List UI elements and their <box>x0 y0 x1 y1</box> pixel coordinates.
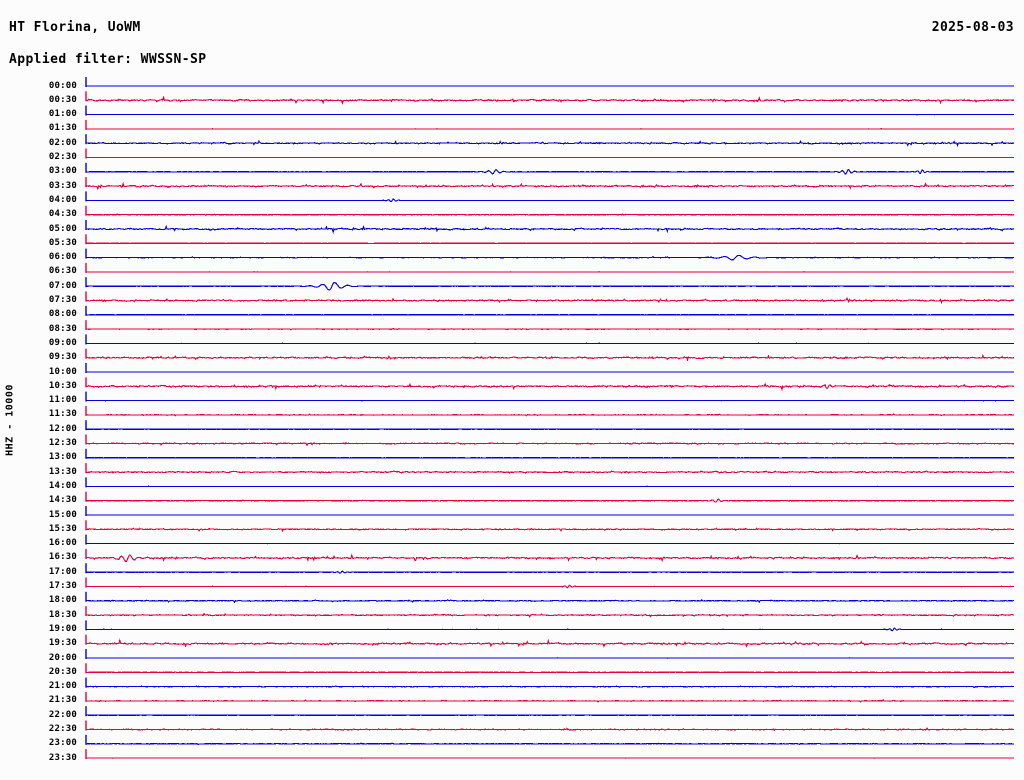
time-label: 14:00 <box>48 480 77 491</box>
trace-line <box>85 498 1015 503</box>
time-label: 06:30 <box>48 266 77 277</box>
seismic-traces <box>85 77 1015 760</box>
trace-line <box>85 95 1015 105</box>
time-label: 19:30 <box>48 638 77 649</box>
time-label: 16:00 <box>48 538 77 549</box>
time-label: 05:00 <box>48 223 77 234</box>
time-label: 00:30 <box>48 94 77 105</box>
time-label: 00:00 <box>48 80 77 91</box>
time-label: 02:00 <box>48 137 77 148</box>
trace-line <box>85 612 1015 619</box>
time-label: 22:00 <box>48 709 77 720</box>
time-label: 02:30 <box>48 152 77 162</box>
trace-line <box>85 685 1015 689</box>
trace-line <box>85 599 1015 604</box>
trace-line <box>85 382 1015 392</box>
time-label: 10:00 <box>48 366 77 377</box>
trace-line <box>85 671 1015 674</box>
trace-line <box>85 470 1015 474</box>
time-label: 12:30 <box>48 438 77 448</box>
time-label: 01:00 <box>48 109 77 120</box>
trace-line <box>85 627 1015 632</box>
time-label: 19:00 <box>48 623 77 634</box>
time-label: 20:30 <box>48 666 77 677</box>
trace-line <box>85 254 1015 261</box>
time-label: 18:30 <box>48 609 77 620</box>
time-label: 14:30 <box>48 495 77 506</box>
time-label: 09:00 <box>48 337 77 348</box>
time-label: 23:30 <box>48 752 77 763</box>
trace-line <box>86 570 1015 574</box>
time-label: 21:00 <box>48 681 77 692</box>
helicorder-plot: 00:00 00:30 01:00 01:30 02:00 02:30 03:00 03:30… <box>0 72 1024 772</box>
trace-line <box>85 224 1015 235</box>
time-label: 07:00 <box>48 280 77 291</box>
time-label: 16:30 <box>48 552 77 563</box>
station-title: HT Florina, UoWM <box>9 20 141 35</box>
trace-line <box>85 527 1015 533</box>
time-label: 11:30 <box>48 409 77 420</box>
trace-line <box>85 742 1015 746</box>
trace-line <box>85 296 1015 305</box>
trace-line <box>86 281 1015 291</box>
time-label: 13:30 <box>48 466 77 477</box>
time-label: 12:00 <box>48 423 77 434</box>
time-label: 15:30 <box>48 523 77 534</box>
time-label: 03:30 <box>48 180 77 191</box>
applied-filter-label: Applied filter: WWSSN-SP <box>9 52 207 67</box>
trace-line <box>85 213 1015 216</box>
time-label: 13:00 <box>48 452 77 463</box>
time-label: 22:30 <box>48 724 77 734</box>
trace-line <box>85 327 1015 331</box>
trace-line <box>85 354 1015 362</box>
time-label: 05:30 <box>48 237 77 248</box>
time-label: 23:00 <box>48 738 77 749</box>
trace-line <box>85 139 1015 148</box>
time-label: 06:00 <box>48 252 77 263</box>
trace-line <box>85 699 1015 703</box>
time-label: 08:00 <box>48 309 77 320</box>
time-label: 10:30 <box>48 380 77 391</box>
time-label: 21:30 <box>48 695 77 706</box>
trace-line <box>85 441 1015 447</box>
time-label: 20:00 <box>48 652 77 663</box>
time-label: 11:00 <box>48 395 77 406</box>
time-axis-labels: 00:00 00:30 01:00 01:30 02:00 02:30 03:00 03:30… <box>0 72 86 772</box>
trace-line <box>85 638 1015 649</box>
time-label: 18:00 <box>48 595 77 606</box>
trace-line <box>85 727 1015 732</box>
time-label: 09:30 <box>48 352 77 363</box>
trace-line <box>85 181 1015 191</box>
time-label: 03:00 <box>48 166 77 177</box>
trace-line <box>85 413 1015 417</box>
time-label: 07:30 <box>48 295 77 305</box>
time-label: 17:00 <box>48 566 77 577</box>
time-label: 01:30 <box>48 123 77 134</box>
time-label: 08:30 <box>48 323 77 334</box>
time-label: 04:30 <box>48 209 77 220</box>
trace-line <box>85 584 1015 589</box>
record-date: 2025-08-03 <box>931 20 1014 35</box>
time-label: 04:00 <box>48 194 77 205</box>
time-label: 15:00 <box>48 509 77 520</box>
trace-line <box>86 168 1015 175</box>
time-label: 17:30 <box>48 581 77 591</box>
trace-line <box>85 198 1014 203</box>
trace-line <box>85 553 1015 563</box>
